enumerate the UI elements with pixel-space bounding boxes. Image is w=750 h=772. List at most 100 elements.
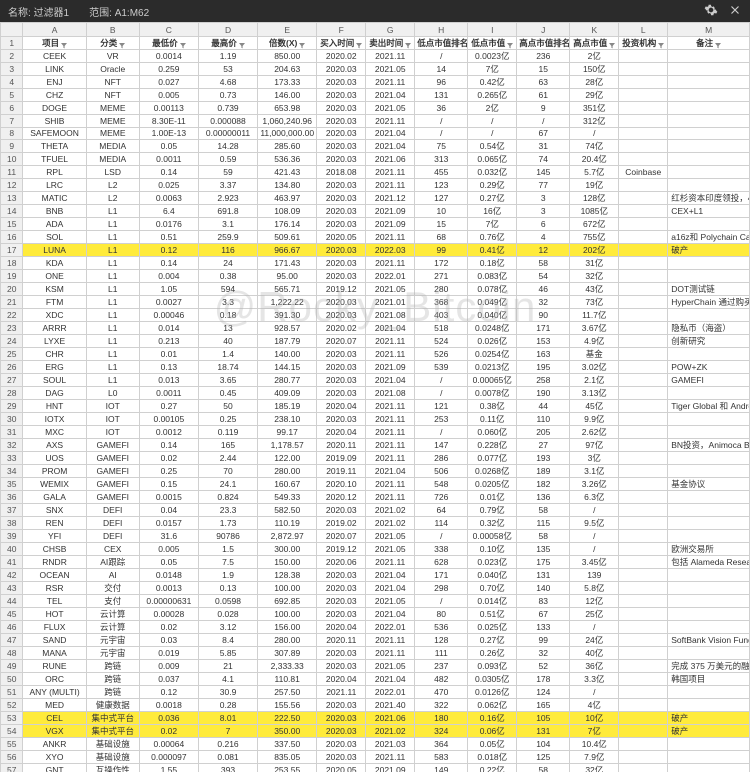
cell[interactable]: L1: [86, 334, 139, 347]
header-cell[interactable]: 分类: [86, 37, 139, 50]
cell[interactable]: 0.45: [198, 386, 257, 399]
row-number[interactable]: 40: [1, 542, 23, 555]
cell[interactable]: 2020.05: [317, 763, 366, 772]
cell[interactable]: DEFI: [86, 503, 139, 516]
cell[interactable]: 20.4亿: [570, 152, 619, 165]
cell[interactable]: [668, 620, 750, 633]
cell[interactable]: 146.00: [258, 89, 317, 102]
cell[interactable]: 31.6: [139, 529, 198, 542]
cell[interactable]: 7亿: [570, 724, 619, 737]
cell[interactable]: 破产: [668, 243, 750, 256]
cell[interactable]: L1: [86, 347, 139, 360]
cell[interactable]: 0.02: [139, 724, 198, 737]
cell[interactable]: 0.0213亿: [468, 360, 517, 373]
cell[interactable]: [619, 89, 668, 102]
cell[interactable]: [619, 698, 668, 711]
col-letter[interactable]: F: [317, 23, 366, 37]
cell[interactable]: /: [570, 542, 619, 555]
cell[interactable]: [619, 438, 668, 451]
cell[interactable]: CEL: [23, 711, 86, 724]
cell[interactable]: 470: [415, 685, 468, 698]
cell[interactable]: /: [415, 386, 468, 399]
cell[interactable]: 1.19: [198, 50, 257, 63]
cell[interactable]: 189: [517, 464, 570, 477]
cell[interactable]: [668, 89, 750, 102]
cell[interactable]: [668, 165, 750, 178]
cell[interactable]: [619, 347, 668, 360]
cell[interactable]: 0.03: [139, 633, 198, 646]
cell[interactable]: L2: [86, 178, 139, 191]
cell[interactable]: 包括 Alameda Research、Sola: [668, 555, 750, 568]
cell[interactable]: 健康数据: [86, 698, 139, 711]
cell[interactable]: 2020.04: [317, 399, 366, 412]
cell[interactable]: 2020.03: [317, 178, 366, 191]
cell[interactable]: 2021.11: [366, 646, 415, 659]
cell[interactable]: 2021.09: [366, 217, 415, 230]
cell[interactable]: L1: [86, 256, 139, 269]
row-number[interactable]: 2: [1, 50, 23, 63]
cell[interactable]: 187.79: [258, 334, 317, 347]
row-number[interactable]: 56: [1, 750, 23, 763]
cell[interactable]: 12: [517, 243, 570, 256]
cell[interactable]: 237: [415, 659, 468, 672]
cell[interactable]: FTM: [23, 295, 86, 308]
cell[interactable]: /: [570, 685, 619, 698]
cell[interactable]: GALA: [23, 490, 86, 503]
cell[interactable]: SOUL: [23, 373, 86, 386]
cell[interactable]: [619, 425, 668, 438]
cell[interactable]: IOT: [86, 412, 139, 425]
cell[interactable]: 204.63: [258, 63, 317, 76]
row-number[interactable]: 25: [1, 347, 23, 360]
cell[interactable]: 2.62亿: [570, 425, 619, 438]
cell[interactable]: 128亿: [570, 191, 619, 204]
cell[interactable]: 52: [517, 659, 570, 672]
cell[interactable]: MANA: [23, 646, 86, 659]
cell[interactable]: 163: [517, 347, 570, 360]
cell[interactable]: 253: [415, 412, 468, 425]
cell[interactable]: [668, 425, 750, 438]
cell[interactable]: 2020.03: [317, 711, 366, 724]
cell[interactable]: /: [415, 594, 468, 607]
cell[interactable]: 185.19: [258, 399, 317, 412]
cell[interactable]: 455: [415, 165, 468, 178]
cell[interactable]: 12亿: [570, 594, 619, 607]
cell[interactable]: 0.265亿: [468, 89, 517, 102]
cell[interactable]: 0.0157: [139, 516, 198, 529]
cell[interactable]: 144.15: [258, 360, 317, 373]
cell[interactable]: [619, 568, 668, 581]
cell[interactable]: 286: [415, 451, 468, 464]
cell[interactable]: 2021.40: [366, 698, 415, 711]
cell[interactable]: 90786: [198, 529, 257, 542]
cell[interactable]: 393: [198, 763, 257, 772]
cell[interactable]: 2020.03: [317, 128, 366, 140]
cell[interactable]: 83: [517, 594, 570, 607]
cell[interactable]: ANY (MULTI): [23, 685, 86, 698]
cell[interactable]: 2亿: [468, 102, 517, 115]
cell[interactable]: 238.10: [258, 412, 317, 425]
cell[interactable]: 2021.11: [366, 555, 415, 568]
cell[interactable]: [619, 282, 668, 295]
cell[interactable]: MEDIA: [86, 139, 139, 152]
cell[interactable]: 8.4: [198, 633, 257, 646]
row-number[interactable]: 19: [1, 269, 23, 282]
cell[interactable]: 0.077亿: [468, 451, 517, 464]
cell[interactable]: 2021.05: [366, 659, 415, 672]
header-cell[interactable]: 卖出时间: [366, 37, 415, 50]
cell[interactable]: /: [415, 50, 468, 63]
cell[interactable]: 0.824: [198, 490, 257, 503]
cell[interactable]: LRC: [23, 178, 86, 191]
cell[interactable]: 0.38: [198, 269, 257, 282]
cell[interactable]: 7.9亿: [570, 750, 619, 763]
col-letter[interactable]: C: [139, 23, 198, 37]
cell[interactable]: 19亿: [570, 178, 619, 191]
cell[interactable]: 3.37: [198, 178, 257, 191]
cell[interactable]: /: [415, 425, 468, 438]
cell[interactable]: 28亿: [570, 76, 619, 89]
cell[interactable]: [619, 412, 668, 425]
cell[interactable]: 322: [415, 698, 468, 711]
cell[interactable]: 1.05: [139, 282, 198, 295]
cell[interactable]: 2020.03: [317, 568, 366, 581]
cell[interactable]: 131: [415, 89, 468, 102]
cell[interactable]: 0.00064: [139, 737, 198, 750]
cell[interactable]: 0.004: [139, 269, 198, 282]
